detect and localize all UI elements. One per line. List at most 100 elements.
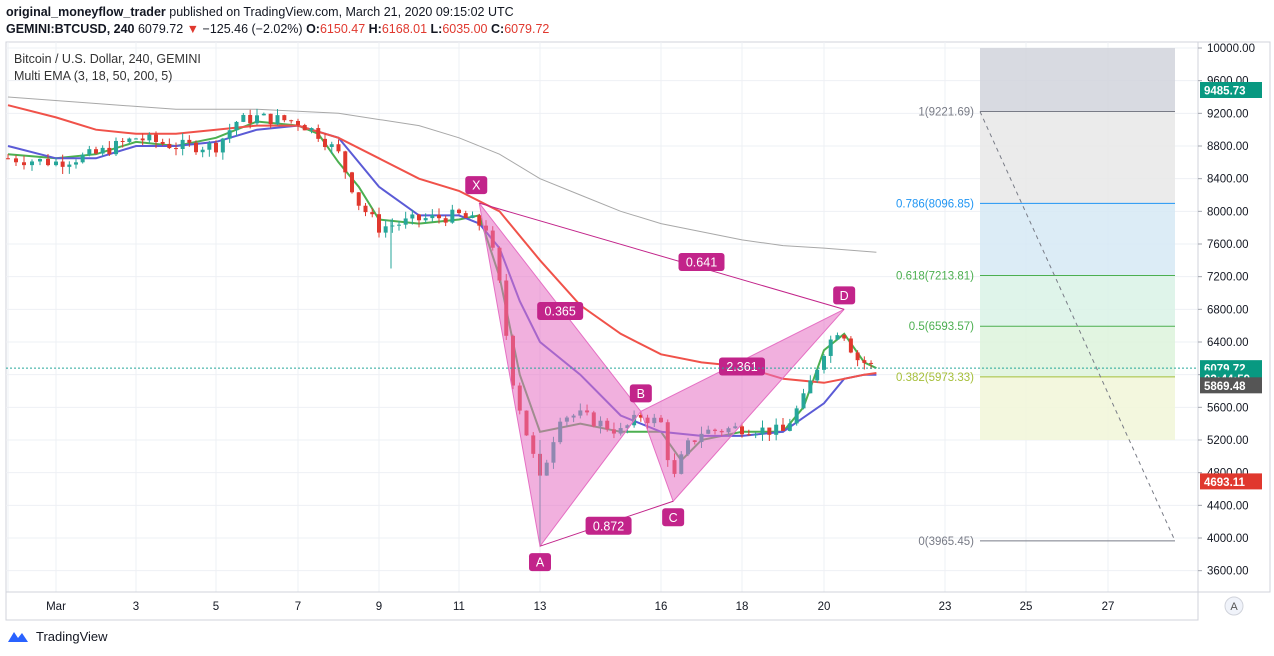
high-value: 6168.01 xyxy=(381,22,428,36)
candle-body xyxy=(457,209,461,214)
candle-body xyxy=(302,125,307,131)
candle-body xyxy=(767,427,772,435)
candle-body xyxy=(94,149,98,154)
candle-body xyxy=(417,214,421,221)
price-tick-label: 9200.00 xyxy=(1207,108,1249,120)
candle-body xyxy=(100,147,105,154)
candle-body xyxy=(787,423,792,431)
candle-body xyxy=(842,335,847,339)
open-label: O: xyxy=(306,22,320,36)
time-tick-label: 9 xyxy=(376,601,382,613)
ratio-label-bg xyxy=(719,357,765,376)
candle-body xyxy=(835,335,840,340)
price-badge xyxy=(1200,377,1262,394)
time-tick-label: 20 xyxy=(818,601,831,613)
candle-body xyxy=(160,141,165,144)
candle-body xyxy=(147,134,152,141)
point-label-bg xyxy=(529,553,551,572)
fib-trend-line xyxy=(979,111,1176,542)
candle-body xyxy=(760,427,765,435)
fib-zone xyxy=(980,203,1175,276)
candle-body xyxy=(423,218,428,221)
ratio-label: 0.641 xyxy=(686,255,717,269)
candle-body xyxy=(220,138,225,153)
price-tick-label: 7600.00 xyxy=(1207,239,1249,251)
fib-level-label: 0.618(7213.81) xyxy=(896,271,974,283)
point-label-bg xyxy=(833,286,856,305)
time-axis xyxy=(5,591,1199,621)
tradingview-footer[interactable]: TradingView xyxy=(6,628,108,644)
price-badge-label: 4693.11 xyxy=(1204,477,1246,489)
ema-line xyxy=(7,96,877,253)
candle-body xyxy=(107,147,112,155)
candle-body xyxy=(154,134,158,142)
ratio-label-bg xyxy=(678,252,725,271)
time-tick-label: 7 xyxy=(295,601,301,613)
candle-body xyxy=(180,139,185,150)
point-label: A xyxy=(536,556,545,570)
down-arrow-icon: ▼ xyxy=(186,22,200,36)
auto-scale-button[interactable] xyxy=(1224,596,1244,616)
chart-title: Bitcoin / U.S. Dollar, 240, GEMINI xyxy=(14,52,201,66)
close-label: C: xyxy=(491,22,505,36)
candle-body xyxy=(200,149,205,153)
candle-body xyxy=(194,142,198,153)
price-badge-label: 5869.48 xyxy=(1204,381,1246,393)
candle-body xyxy=(746,434,751,436)
time-tick-label: 5 xyxy=(213,601,219,613)
candle-body xyxy=(397,224,401,226)
price-badge xyxy=(1200,473,1262,490)
candle-body xyxy=(261,113,266,116)
price-change: −125.46 (−2.02%) xyxy=(202,22,303,36)
symbol-label: GEMINI:BTCUSD, 240 xyxy=(6,22,135,36)
ratio-label-bg xyxy=(537,301,584,320)
candle-body xyxy=(336,144,341,152)
published-text: published on TradingView.com, March 21, … xyxy=(169,5,514,19)
point-label: B xyxy=(637,387,645,401)
fib-level-label: 0.5(6593.57) xyxy=(909,321,974,333)
price-tick-label: 6400.00 xyxy=(1207,337,1249,349)
candle-body xyxy=(6,158,10,160)
fib-zone xyxy=(980,48,1175,112)
candle-body xyxy=(848,338,853,353)
candle-body xyxy=(377,214,381,233)
candle-body xyxy=(808,380,813,394)
close-value: 6079.72 xyxy=(504,22,550,36)
candle-body xyxy=(22,162,26,166)
fib-zone xyxy=(980,111,1175,204)
candle-body xyxy=(329,144,334,147)
time-tick-label: 13 xyxy=(534,601,547,613)
candle-body xyxy=(638,414,643,418)
candle-body xyxy=(67,164,72,167)
tradingview-logo-icon xyxy=(8,632,28,642)
price-tick-label: 8400.00 xyxy=(1207,174,1249,186)
time-tick-label: 3 xyxy=(133,601,139,613)
candle-body xyxy=(275,115,280,125)
candle-body xyxy=(167,143,172,149)
candle-body xyxy=(316,128,321,139)
fib-level-label: 0(3965.45) xyxy=(918,536,974,548)
low-value: 6035.00 xyxy=(442,22,488,36)
time-tick-label: 23 xyxy=(939,601,952,613)
open-value: 6150.47 xyxy=(319,22,366,36)
candle-body xyxy=(343,151,348,173)
candle-body xyxy=(828,339,833,356)
candle-body xyxy=(822,355,826,370)
last-price: 6079.72 xyxy=(137,22,184,36)
ratio-label-bg xyxy=(585,516,632,535)
candle-body xyxy=(60,161,65,167)
candle-body xyxy=(443,218,448,223)
price-tick-label: 7200.00 xyxy=(1207,272,1249,284)
candle-body xyxy=(140,138,145,141)
candle-body xyxy=(74,162,78,165)
candle-body xyxy=(255,115,259,124)
price-tick-label: 4000.00 xyxy=(1207,533,1249,545)
candle-body xyxy=(477,215,482,226)
candle-body xyxy=(282,115,287,121)
point-label-bg xyxy=(465,176,488,195)
time-tick-label: 27 xyxy=(1102,601,1115,613)
candle-body xyxy=(740,426,744,435)
point-label: X xyxy=(472,179,481,193)
fib-zone xyxy=(980,275,1175,327)
